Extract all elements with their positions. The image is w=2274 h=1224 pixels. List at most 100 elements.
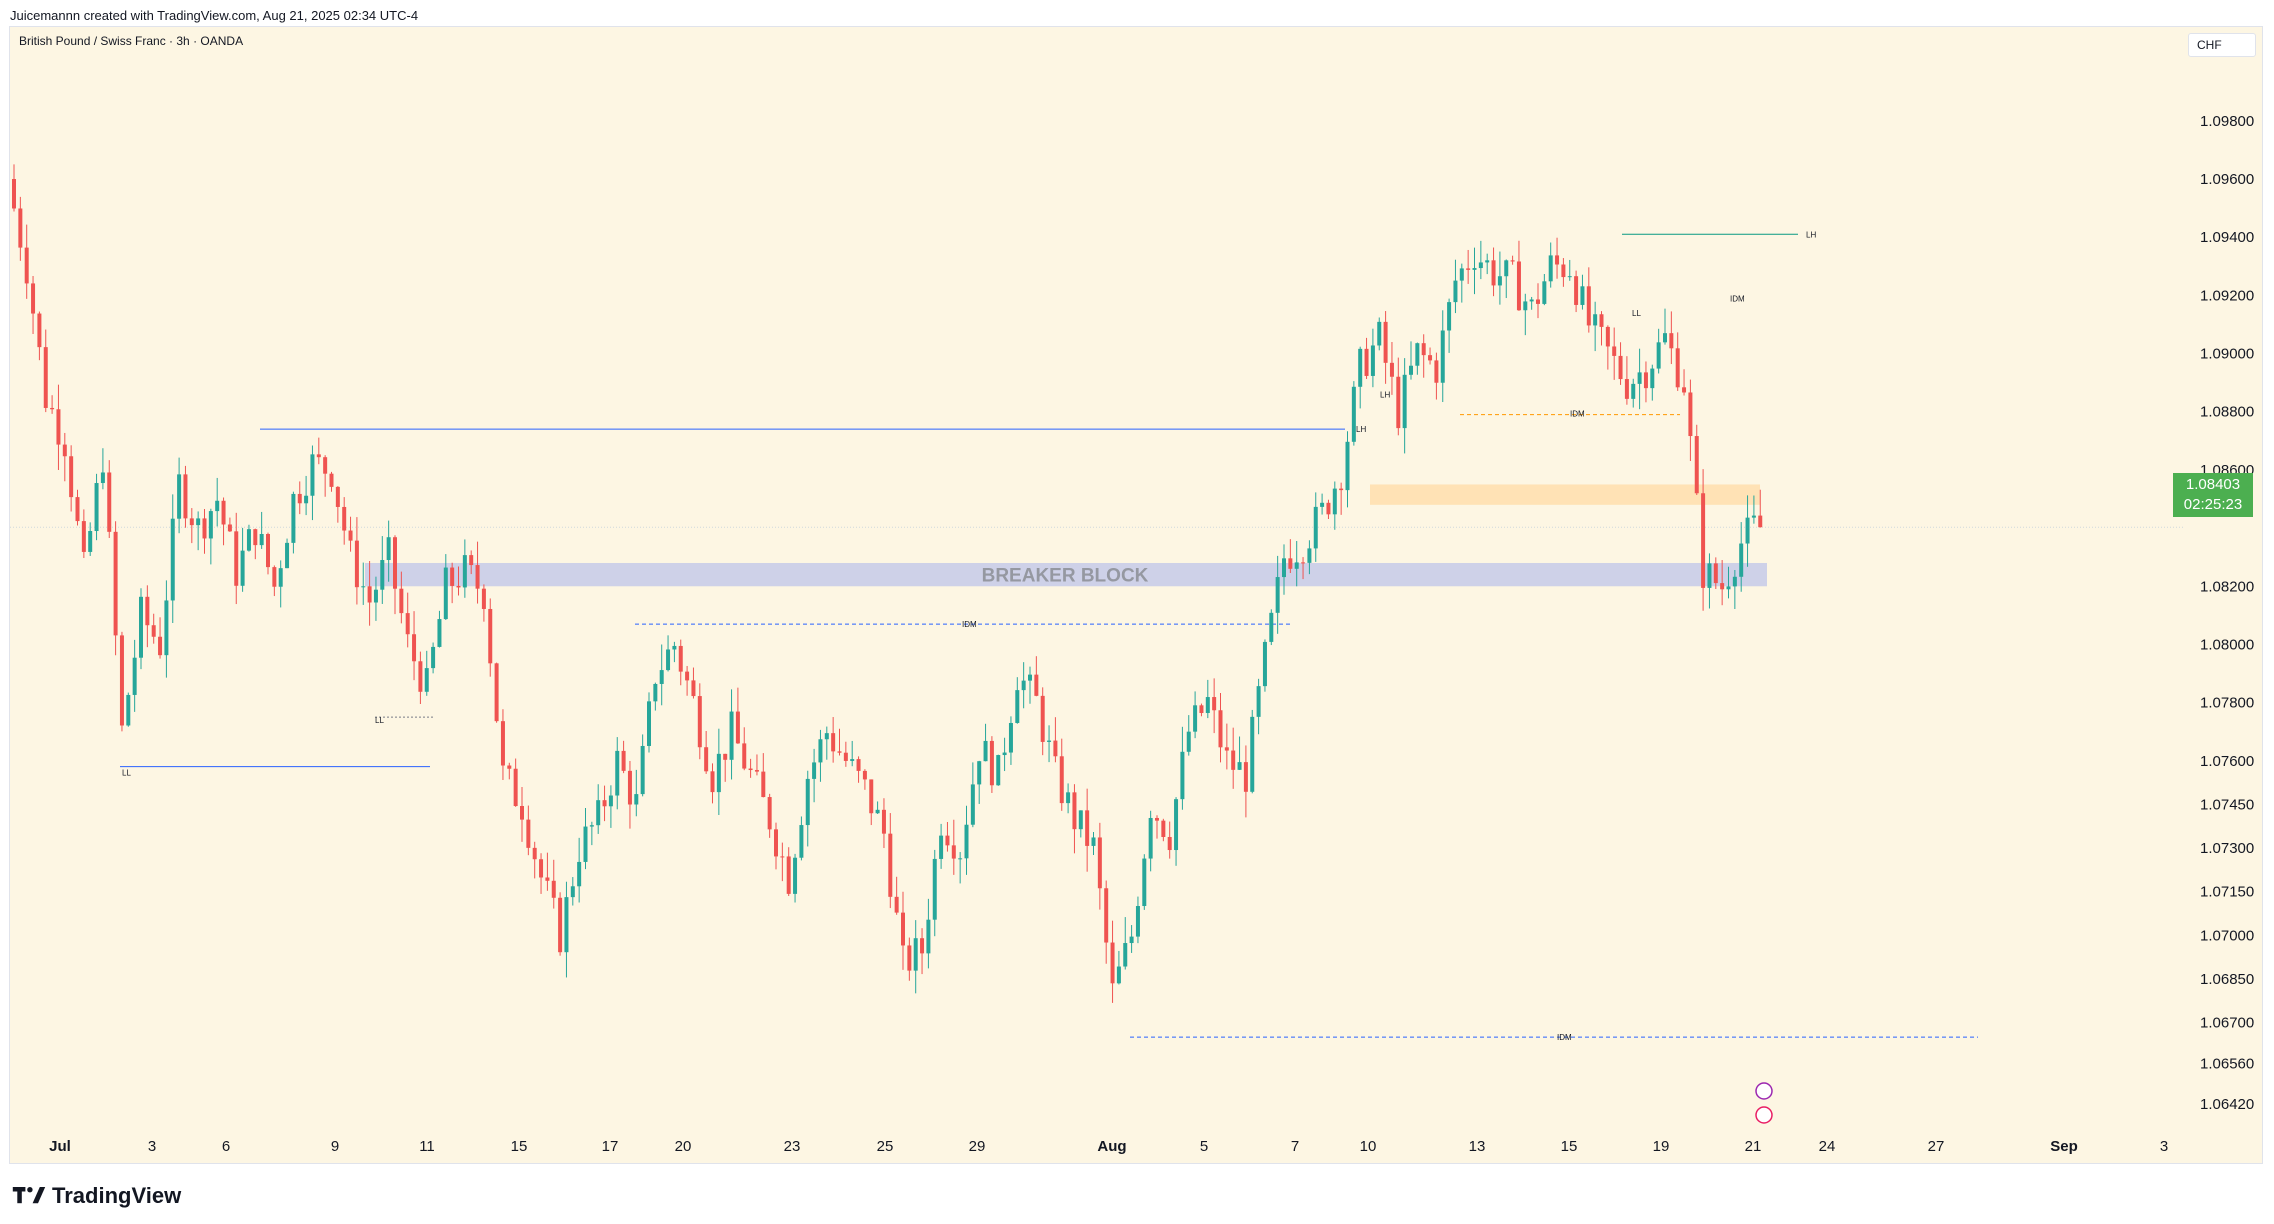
candle-body: [1409, 365, 1413, 375]
candle-body: [329, 473, 334, 487]
candle-body: [399, 588, 404, 614]
candle-body: [285, 542, 290, 569]
candle-body: [1370, 345, 1375, 376]
candle-body: [1358, 348, 1363, 387]
x-tick-label: 6: [222, 1138, 230, 1155]
candle-body: [513, 768, 518, 807]
y-tick-label: 1.07600: [2200, 753, 2254, 770]
candle-body: [113, 531, 118, 636]
x-tick-label: 17: [602, 1138, 619, 1155]
candle-body: [100, 472, 105, 484]
candle-body: [970, 784, 975, 825]
candle-body: [1605, 326, 1610, 347]
candle-body: [1631, 383, 1636, 399]
candle-body: [1542, 281, 1547, 304]
tradingview-logo[interactable]: TradingView: [12, 1180, 181, 1212]
candle-body: [1402, 374, 1407, 429]
candle-body: [418, 661, 423, 692]
candlestick-chart[interactable]: 1.09800 1.09600 1.09400 1.09200 1.09000 1.088…: [10, 27, 2262, 1163]
candle-body: [1656, 342, 1661, 369]
lightning-event-icon: [1755, 1082, 1773, 1100]
structure-annotation: LL: [375, 716, 384, 725]
candle-body: [958, 858, 963, 860]
candle-body: [177, 474, 182, 519]
candle-body: [405, 613, 410, 635]
chart-pane[interactable]: 1.09800 1.09600 1.09400 1.09200 1.09000 1.088…: [9, 26, 2263, 1164]
structure-annotation: LL: [1632, 309, 1641, 318]
candle-body: [672, 645, 677, 650]
candle-body: [653, 683, 658, 702]
y-tick-label: 1.06700: [2200, 1015, 2254, 1032]
candle-body: [183, 474, 188, 519]
tradingview-logo-icon: [12, 1187, 46, 1204]
candle-body: [1180, 751, 1185, 800]
candle-body: [539, 859, 544, 878]
candle-body: [1389, 362, 1394, 377]
y-tick-label: 1.09200: [2200, 287, 2254, 304]
y-tick-label: 1.09600: [2200, 171, 2254, 188]
candle-body: [723, 753, 728, 760]
candle-body: [989, 740, 994, 786]
candle-body: [774, 829, 778, 857]
x-tick-label: 19: [1653, 1138, 1670, 1155]
candle-body: [1104, 888, 1109, 943]
x-tick-label: 5: [1200, 1138, 1208, 1155]
candle-body: [1491, 260, 1496, 286]
candle-body: [1726, 586, 1731, 590]
candle-body: [1694, 436, 1699, 494]
tradingview-brand: TradingView: [52, 1183, 182, 1208]
candle-body: [608, 795, 613, 807]
structure-annotation: LL: [122, 768, 131, 777]
candle-body: [754, 770, 759, 772]
candle-body: [1466, 268, 1471, 270]
candle-body: [1701, 493, 1706, 588]
candle-body: [1428, 355, 1433, 361]
candle-body: [158, 636, 163, 656]
candle-body: [1313, 506, 1318, 549]
candle-body: [1523, 301, 1528, 311]
y-tick-label: 1.06420: [2200, 1096, 2254, 1113]
candle-body: [37, 313, 42, 348]
candle-body: [647, 701, 651, 746]
candle-body: [126, 694, 131, 726]
candle-body: [634, 794, 639, 805]
candle-body: [761, 771, 766, 798]
x-tick-label: 23: [784, 1138, 801, 1155]
candle-body: [1732, 576, 1737, 587]
candle-body: [1256, 686, 1261, 717]
candle-body: [1110, 942, 1115, 984]
candle-body: [1218, 710, 1223, 748]
candle-body: [88, 531, 93, 552]
y-tick-label: 1.08800: [2200, 404, 2254, 421]
candle-body: [526, 819, 531, 848]
candle-body: [75, 497, 80, 522]
candle-body: [1059, 756, 1064, 804]
candle-body: [691, 680, 696, 697]
candle-body: [1142, 858, 1147, 907]
y-tick-label: 1.09400: [2200, 229, 2254, 246]
candle-body: [824, 733, 829, 740]
candle-body: [793, 857, 798, 894]
symbol-title[interactable]: British Pound / Swiss Franc · 3h · OANDA: [19, 34, 244, 48]
candle-body: [1682, 387, 1687, 393]
x-tick-label: 27: [1928, 1138, 1945, 1155]
currency-badge[interactable]: CHF: [2188, 33, 2256, 57]
structure-annotation: IDM: [962, 620, 977, 629]
candle-body: [475, 565, 480, 589]
candle-body: [901, 912, 905, 946]
candle-body: [589, 825, 594, 827]
candle-body: [894, 896, 899, 913]
candle-body: [1459, 268, 1464, 281]
candle-body: [1199, 705, 1204, 714]
candle-body: [354, 540, 359, 588]
structure-annotation: IDM: [1557, 1033, 1572, 1042]
candle-body: [831, 733, 836, 752]
candle-body: [1536, 299, 1540, 304]
candle-body: [1085, 810, 1090, 846]
candle-body: [596, 800, 601, 826]
candle-body: [520, 806, 524, 820]
candle-body: [1529, 299, 1534, 302]
y-tick-label: 1.07450: [2200, 796, 2254, 813]
candle-body: [1078, 810, 1083, 830]
candle-body: [564, 897, 569, 953]
